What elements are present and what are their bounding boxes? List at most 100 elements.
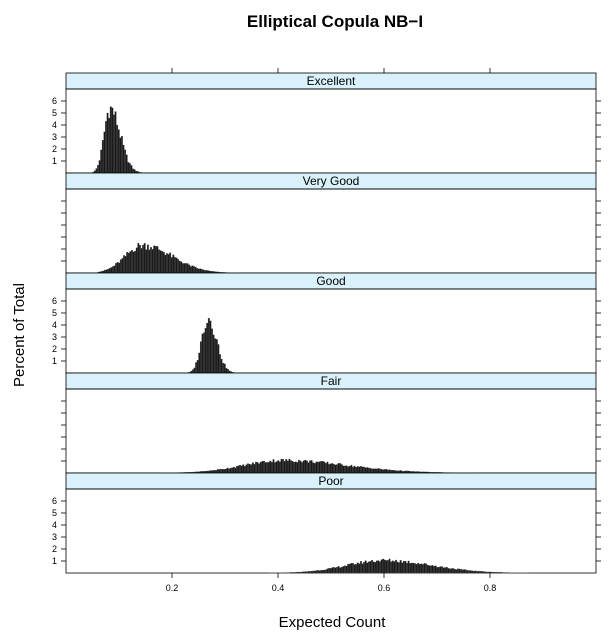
histogram-bar [108,118,110,173]
histogram-bar [359,467,361,473]
histogram-bar [336,464,338,473]
histogram-bar [347,467,349,473]
histogram-bar [208,318,210,373]
histogram-bar [196,268,198,273]
histogram-bar [443,568,445,573]
histogram-bar [109,268,111,273]
histogram-bar [149,250,151,273]
histogram-bar [398,562,400,573]
histogram-bar [218,344,220,373]
histogram-bar [411,563,413,573]
y-tick-label: 6 [52,496,57,506]
histogram-bar [333,464,335,473]
histogram-bar [354,565,356,573]
histogram-bar [471,571,473,573]
histogram-bar [292,461,294,473]
histogram-bar [100,150,102,173]
histogram-bar [438,567,440,573]
y-tick-label: 5 [52,308,57,318]
histogram-bar [233,467,235,473]
histogram-bar [452,568,454,573]
histogram-bar [274,462,276,473]
histogram-bar [309,571,311,573]
histogram-bar [422,564,424,573]
histogram-bar [349,466,351,473]
histogram-bar [223,469,225,473]
histogram-bar [425,564,427,573]
histogram-bar [227,468,229,473]
histogram-bar [451,569,453,573]
histogram-bar [335,465,337,473]
y-tick-label: 5 [52,508,57,518]
histogram-bar [390,470,392,473]
histogram-bar [343,466,345,473]
histogram-bar [401,563,403,573]
histogram-bar [130,251,132,273]
y-tick-label: 1 [52,556,57,566]
histogram-bar [382,559,384,573]
histogram-bar [112,108,114,173]
strip-label: Poor [318,474,343,488]
histogram-bar [298,572,300,573]
histogram-bar [222,469,224,473]
histogram-bar [359,564,361,573]
histogram-bar [235,468,237,473]
histogram-bar [265,462,267,473]
histogram-bar [368,468,370,473]
histogram-bar [138,243,140,273]
histogram-bar [355,467,357,473]
histogram-bar [127,162,129,173]
histogram-bar [378,561,380,573]
histogram-bar [367,563,369,573]
histogram-bar [405,561,407,573]
histogram-bar [479,571,481,573]
histogram-bar [266,462,268,473]
histogram-bar [180,262,182,273]
histogram-bar [268,462,270,473]
y-tick-label: 3 [52,532,57,542]
histogram-bar [486,572,488,573]
histogram-bar [370,468,372,473]
histogram-bar [144,243,146,273]
histogram-bar [328,568,330,573]
histogram-bar [498,572,500,573]
histogram-bar [126,155,128,173]
histogram-bar [351,563,353,573]
histogram-bar [279,462,281,473]
histogram-bar [446,567,448,573]
histogram-bar [346,566,348,573]
histogram-bar [116,125,118,173]
histogram-bar [131,165,133,173]
histogram-bars [186,318,238,373]
histogram-bar [257,462,259,473]
histogram-bar [430,566,432,573]
y-tick-label: 6 [52,96,57,106]
histogram-bar [394,562,396,573]
histogram-bar [123,145,125,173]
histogram-bar [338,566,340,573]
histogram-bar [330,568,332,573]
histogram-bar [270,461,272,473]
histogram-bar [406,563,408,573]
histogram-bar [287,461,289,473]
histogram-bar [355,564,357,573]
histogram-bar [365,468,367,473]
histogram-bar [129,163,131,173]
histogram-bar [484,572,486,573]
panel-frame [66,289,596,373]
histogram-bar [371,560,373,573]
histogram-bar [386,469,388,473]
histogram-bar [250,465,252,473]
histogram-bar [227,369,229,373]
histogram-bar [500,572,502,573]
histogram-bar [456,570,458,573]
histogram-bar [219,354,221,373]
histogram-bar [112,266,114,273]
histogram-bar [343,566,345,573]
histogram-bar [241,466,243,473]
histogram-bar [495,572,497,573]
histogram-bar [308,571,310,573]
histogram-bar [105,121,107,173]
